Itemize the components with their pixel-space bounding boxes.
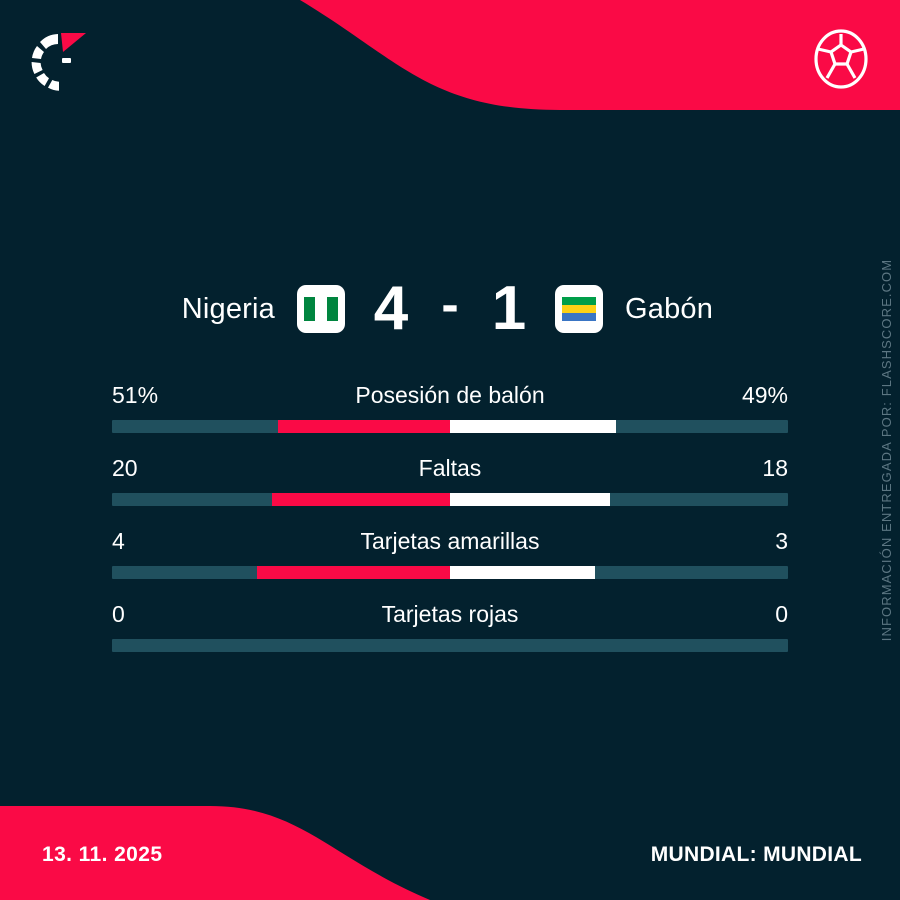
competition-name: MUNDIAL: MUNDIAL — [650, 843, 862, 866]
scoreline: Nigeria 4 - 1 Gabón — [0, 272, 900, 346]
flashscore-logo-icon — [31, 33, 86, 91]
stat-bar-home — [272, 493, 450, 506]
stat-home-value: 4 — [112, 528, 125, 554]
stat-row: 0 Tarjetas rojas 0 — [112, 601, 788, 652]
home-team-name: Nigeria — [181, 292, 275, 325]
stat-bar-away — [450, 566, 595, 579]
stat-bar-track — [112, 639, 788, 652]
stat-home-value: 20 — [112, 455, 138, 481]
stat-away-value: 3 — [775, 528, 788, 554]
stat-away-value: 18 — [762, 455, 788, 481]
stat-bar-away — [450, 420, 616, 433]
match-date: 13. 11. 2025 — [42, 843, 163, 866]
away-score: 1 — [491, 274, 527, 343]
attribution-credit: INFORMACIÓN ENTREGADA POR: FLASHSCORE.CO… — [879, 258, 894, 642]
flag-gabon-icon — [555, 285, 603, 333]
stat-label: Faltas — [418, 455, 482, 481]
soccer-ball-icon — [814, 29, 868, 89]
stat-home-value: 51% — [112, 382, 159, 408]
stat-bar-track — [112, 420, 788, 433]
flag-nigeria-icon — [297, 285, 345, 333]
home-score: 4 — [373, 274, 409, 343]
score-separator: - — [441, 276, 459, 334]
stat-bar-track — [112, 566, 788, 579]
stat-row: 4 Tarjetas amarillas 3 — [112, 528, 788, 579]
stat-home-value: 0 — [112, 601, 125, 627]
stat-bar-track — [112, 493, 788, 506]
stat-bar-home — [277, 420, 450, 433]
stat-bar-away — [450, 493, 611, 506]
stat-label: Tarjetas amarillas — [360, 528, 540, 554]
away-team-name: Gabón — [625, 292, 714, 325]
stat-row: 20 Faltas 18 — [112, 455, 788, 506]
header-band — [300, 0, 900, 110]
stat-row: 51% Posesión de balón 49% — [112, 382, 788, 433]
stat-label: Posesión de balón — [355, 382, 545, 408]
stat-label: Tarjetas rojas — [381, 601, 519, 627]
score: 4 - 1 — [345, 278, 555, 340]
stat-away-value: 0 — [775, 601, 788, 627]
stats-list: 51% Posesión de balón 49% 20 Faltas 18 — [112, 382, 788, 674]
stat-bar-home — [256, 566, 450, 579]
stat-away-value: 49% — [741, 382, 788, 408]
